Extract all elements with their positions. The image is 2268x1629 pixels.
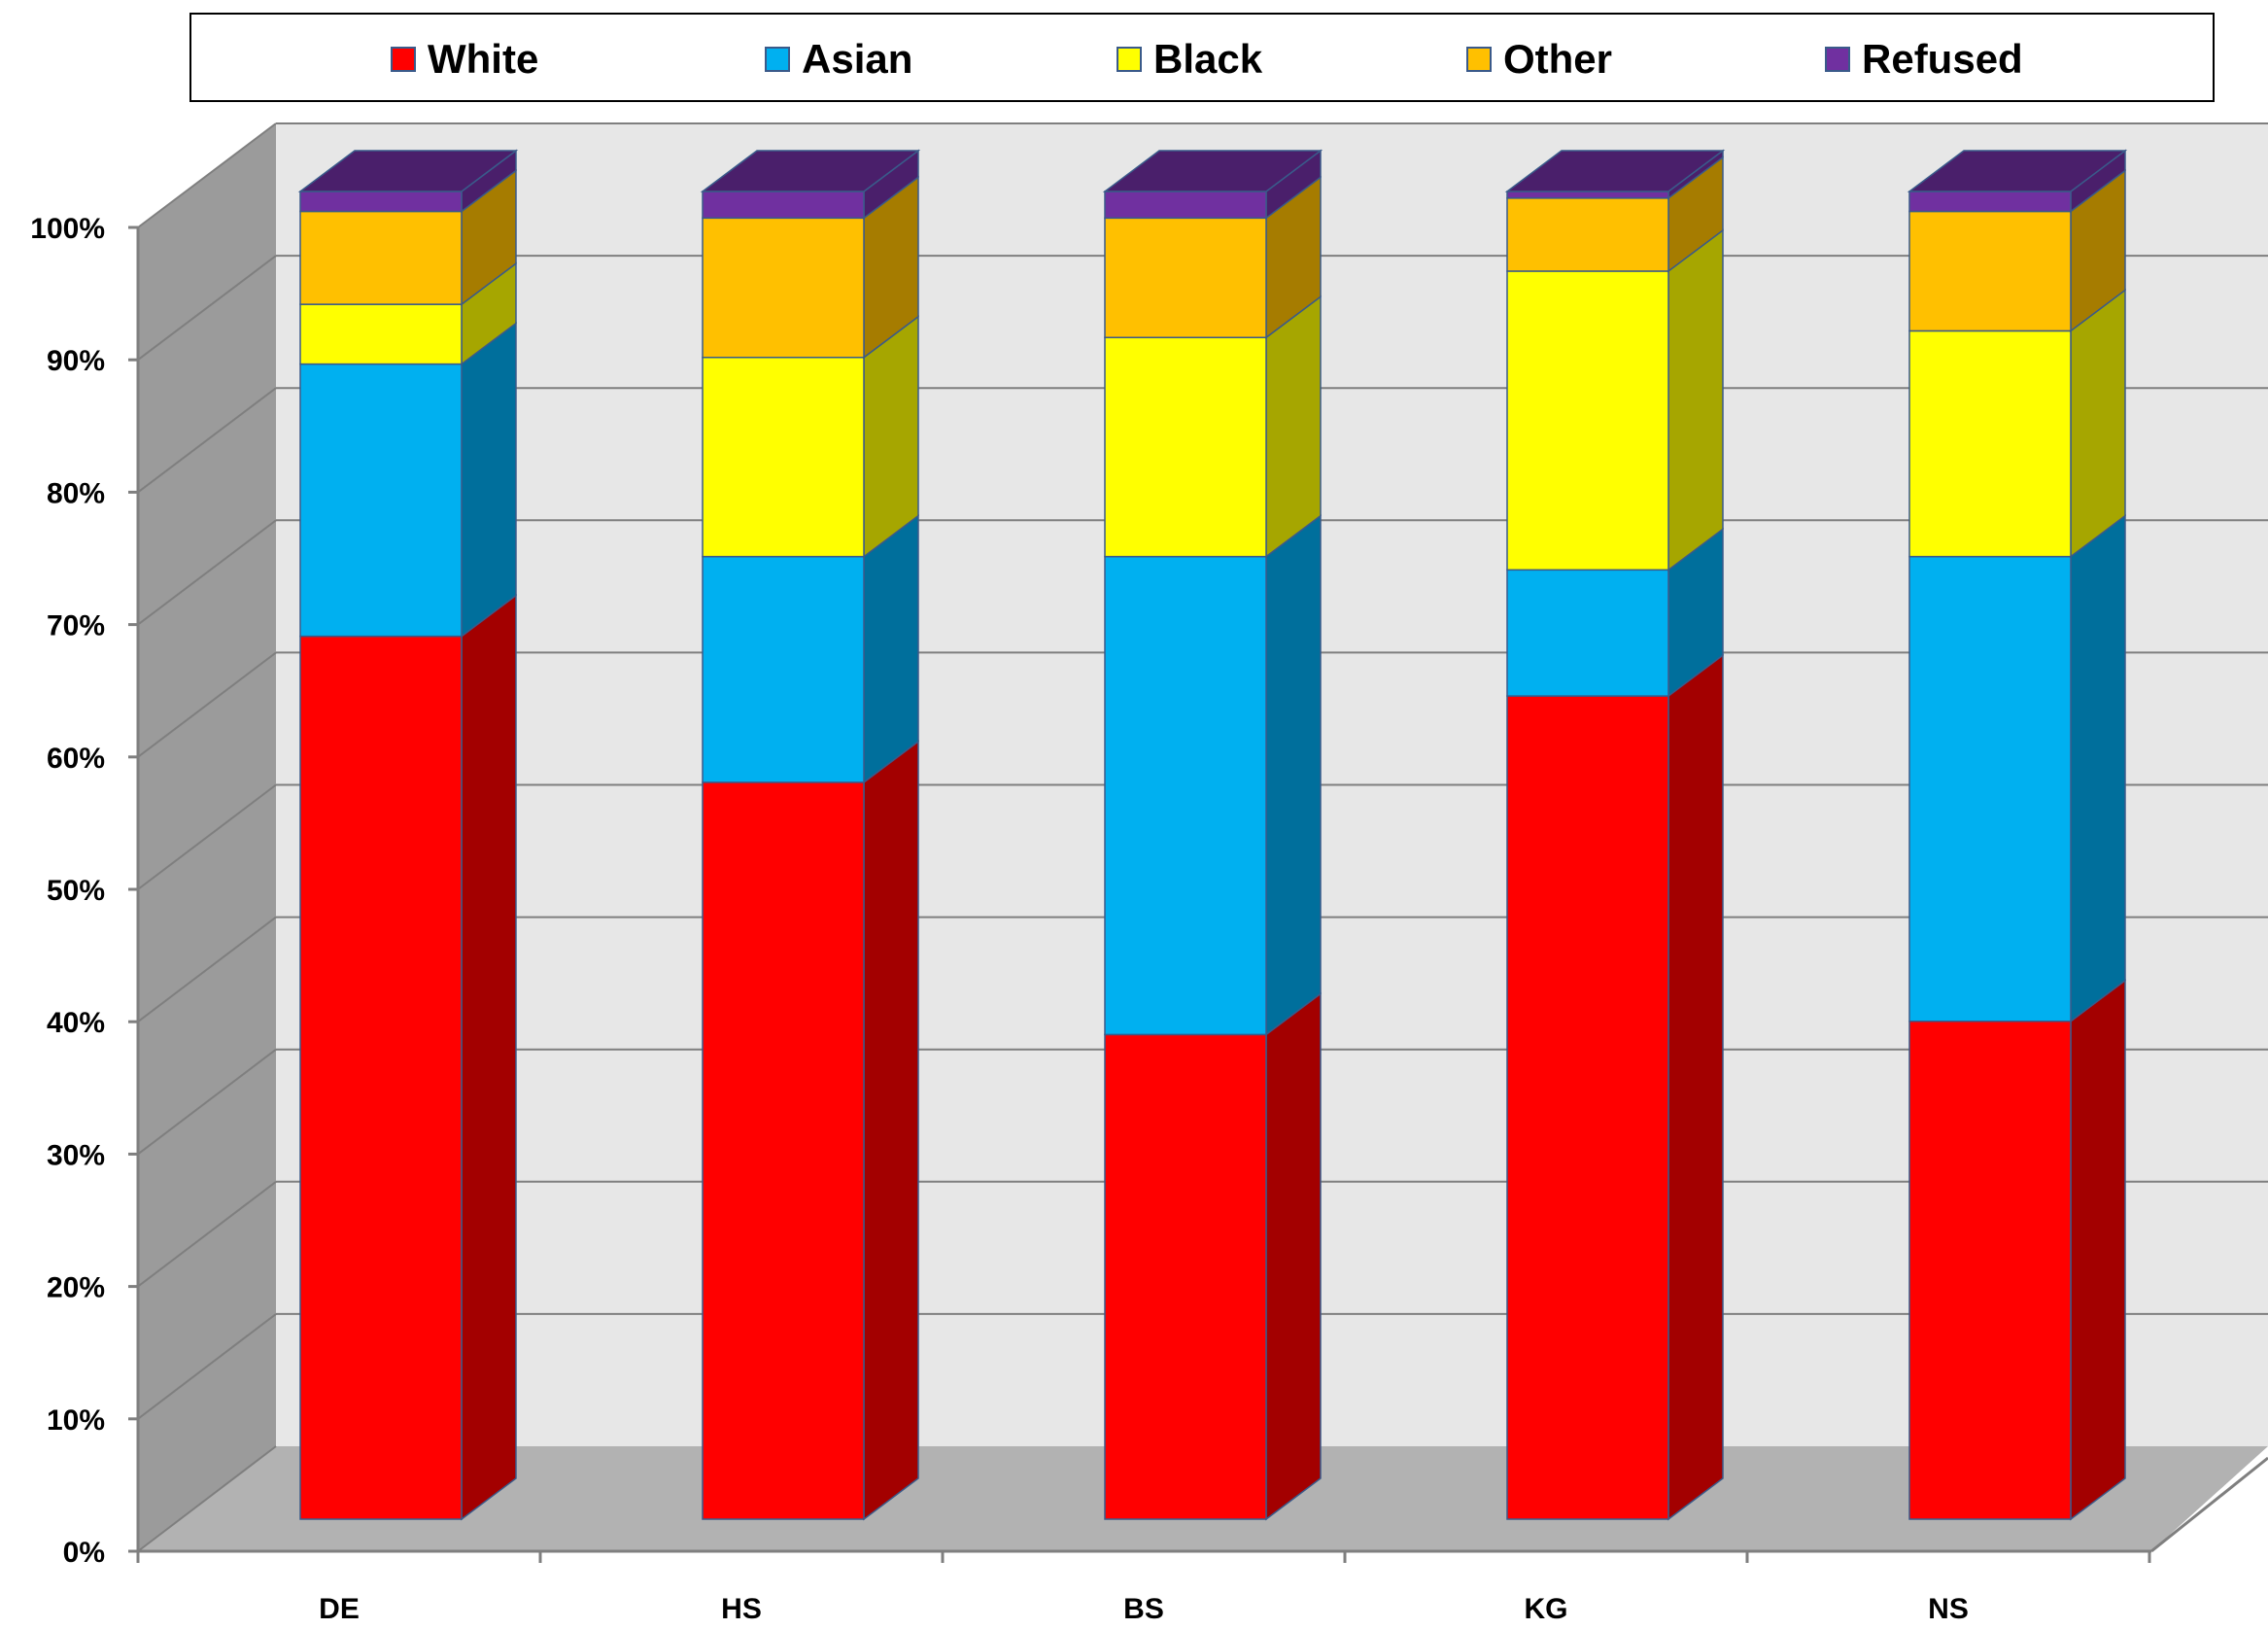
legend-swatch xyxy=(1117,47,1142,72)
bar-segment-refused xyxy=(299,191,463,213)
bar-segment-black xyxy=(1908,329,2072,558)
legend-item-asian: Asian xyxy=(765,15,912,104)
axes xyxy=(128,225,2268,1563)
bar-segment-other xyxy=(1506,197,1669,272)
legend-item-refused: Refused xyxy=(1825,15,2023,104)
bar-side-white xyxy=(461,594,517,1521)
legend-label: White xyxy=(428,36,539,82)
bar-segment-asian xyxy=(1908,555,2072,1022)
bar-top-refused xyxy=(1102,150,1323,192)
bar-top-refused xyxy=(297,150,519,192)
bar-segment-other xyxy=(1104,217,1267,339)
x-tick-label: HS xyxy=(721,1593,762,1625)
bar-segment-other xyxy=(702,217,865,359)
y-tick-label: 40% xyxy=(47,1007,105,1039)
gridline-side xyxy=(137,387,277,494)
y-tick-label: 10% xyxy=(47,1404,105,1437)
bar-side-asian xyxy=(2070,514,2126,1023)
bar-segment-refused xyxy=(1908,191,2072,213)
legend-item-white: White xyxy=(391,15,538,104)
y-tick-label: 100% xyxy=(30,213,105,245)
legend: White Asian Black Other Refused xyxy=(189,13,2215,102)
bar-segment-asian xyxy=(702,555,865,783)
bar-stack-hs xyxy=(700,149,921,1521)
x-tick-label: DE xyxy=(319,1593,360,1625)
legend-label: Black xyxy=(1153,36,1263,82)
x-tick-label: NS xyxy=(1928,1593,1969,1625)
legend-label: Asian xyxy=(802,36,913,82)
y-tick-label: 20% xyxy=(47,1272,105,1304)
bars xyxy=(297,149,2128,1521)
gridline-side xyxy=(137,916,277,1022)
bar-segment-asian xyxy=(1506,569,1669,697)
legend-swatch xyxy=(1466,47,1492,72)
bar-side-black xyxy=(2070,288,2126,559)
gridline-side xyxy=(137,1313,277,1420)
bar-segment-refused xyxy=(1104,191,1267,220)
legend-item-other: Other xyxy=(1466,15,1612,104)
gridline-side xyxy=(137,1048,277,1156)
bar-side-white xyxy=(1265,991,1322,1521)
bar-side-black xyxy=(863,315,919,559)
y-tick-label: 50% xyxy=(47,875,105,907)
y-tick-label: 30% xyxy=(47,1139,105,1171)
bar-segment-black xyxy=(299,303,463,365)
y-tick-label: 70% xyxy=(47,610,105,642)
bar-segment-other xyxy=(299,210,463,305)
gridline-side xyxy=(137,122,277,228)
bar-side-white xyxy=(1667,653,1724,1521)
x-tick-label: KG xyxy=(1525,1593,1568,1625)
bar-segment-black xyxy=(1104,336,1267,558)
bar-segment-refused xyxy=(702,191,865,220)
bar-side-asian xyxy=(1265,514,1322,1036)
legend-item-black: Black xyxy=(1117,15,1262,104)
bar-side-asian xyxy=(863,514,919,784)
gridline-side xyxy=(137,255,277,361)
bar-side-black xyxy=(1667,228,1724,572)
legend-label: Other xyxy=(1503,36,1613,82)
y-tick-label: 60% xyxy=(47,743,105,775)
bar-segment-white xyxy=(299,635,463,1520)
gridline-side xyxy=(137,651,277,758)
bar-segment-white xyxy=(1908,1021,2072,1520)
gridline-side xyxy=(137,783,277,890)
bar-side-white xyxy=(863,740,919,1521)
bar-segment-black xyxy=(702,357,865,558)
legend-swatch xyxy=(1825,47,1850,72)
bar-segment-black xyxy=(1506,270,1669,572)
y-tick-label: 90% xyxy=(47,345,105,377)
legend-swatch xyxy=(391,47,416,72)
bar-segment-white xyxy=(702,781,865,1520)
bar-segment-refused xyxy=(1506,191,1669,199)
gridline-side xyxy=(137,519,277,626)
x-tick-label: BS xyxy=(1123,1593,1164,1625)
bar-stack-bs xyxy=(1102,149,1323,1521)
bar-segment-asian xyxy=(299,363,463,638)
x-axis-labels: DE HS BS KG NS xyxy=(319,1593,1969,1625)
bar-side-white xyxy=(2070,979,2126,1521)
y-axis-labels: 0% 10% 20% 30% 40% 50% 60% 70% 80% 90% 100% xyxy=(30,213,105,1569)
gridline-side xyxy=(137,1445,277,1552)
bar-side-asian xyxy=(461,322,517,639)
bar-stack-ns xyxy=(1907,149,2128,1521)
bar-segment-other xyxy=(1908,210,2072,332)
bar-segment-white xyxy=(1104,1033,1267,1520)
y-tick-label: 0% xyxy=(63,1537,105,1569)
bar-segment-asian xyxy=(1104,555,1267,1036)
gridline-side xyxy=(137,1181,277,1288)
floor-edge xyxy=(2150,1456,2268,1553)
bar-segment-white xyxy=(1506,695,1669,1520)
bar-stack-kg xyxy=(1504,149,1726,1521)
bar-top-refused xyxy=(700,150,921,192)
bar-side-black xyxy=(1265,295,1322,559)
bar-stack-de xyxy=(297,149,519,1521)
legend-swatch xyxy=(765,47,790,72)
bar-top-refused xyxy=(1907,150,2128,192)
legend-label: Refused xyxy=(1862,36,2023,82)
y-tick-label: 80% xyxy=(47,477,105,509)
bar-top-refused xyxy=(1504,150,1726,192)
